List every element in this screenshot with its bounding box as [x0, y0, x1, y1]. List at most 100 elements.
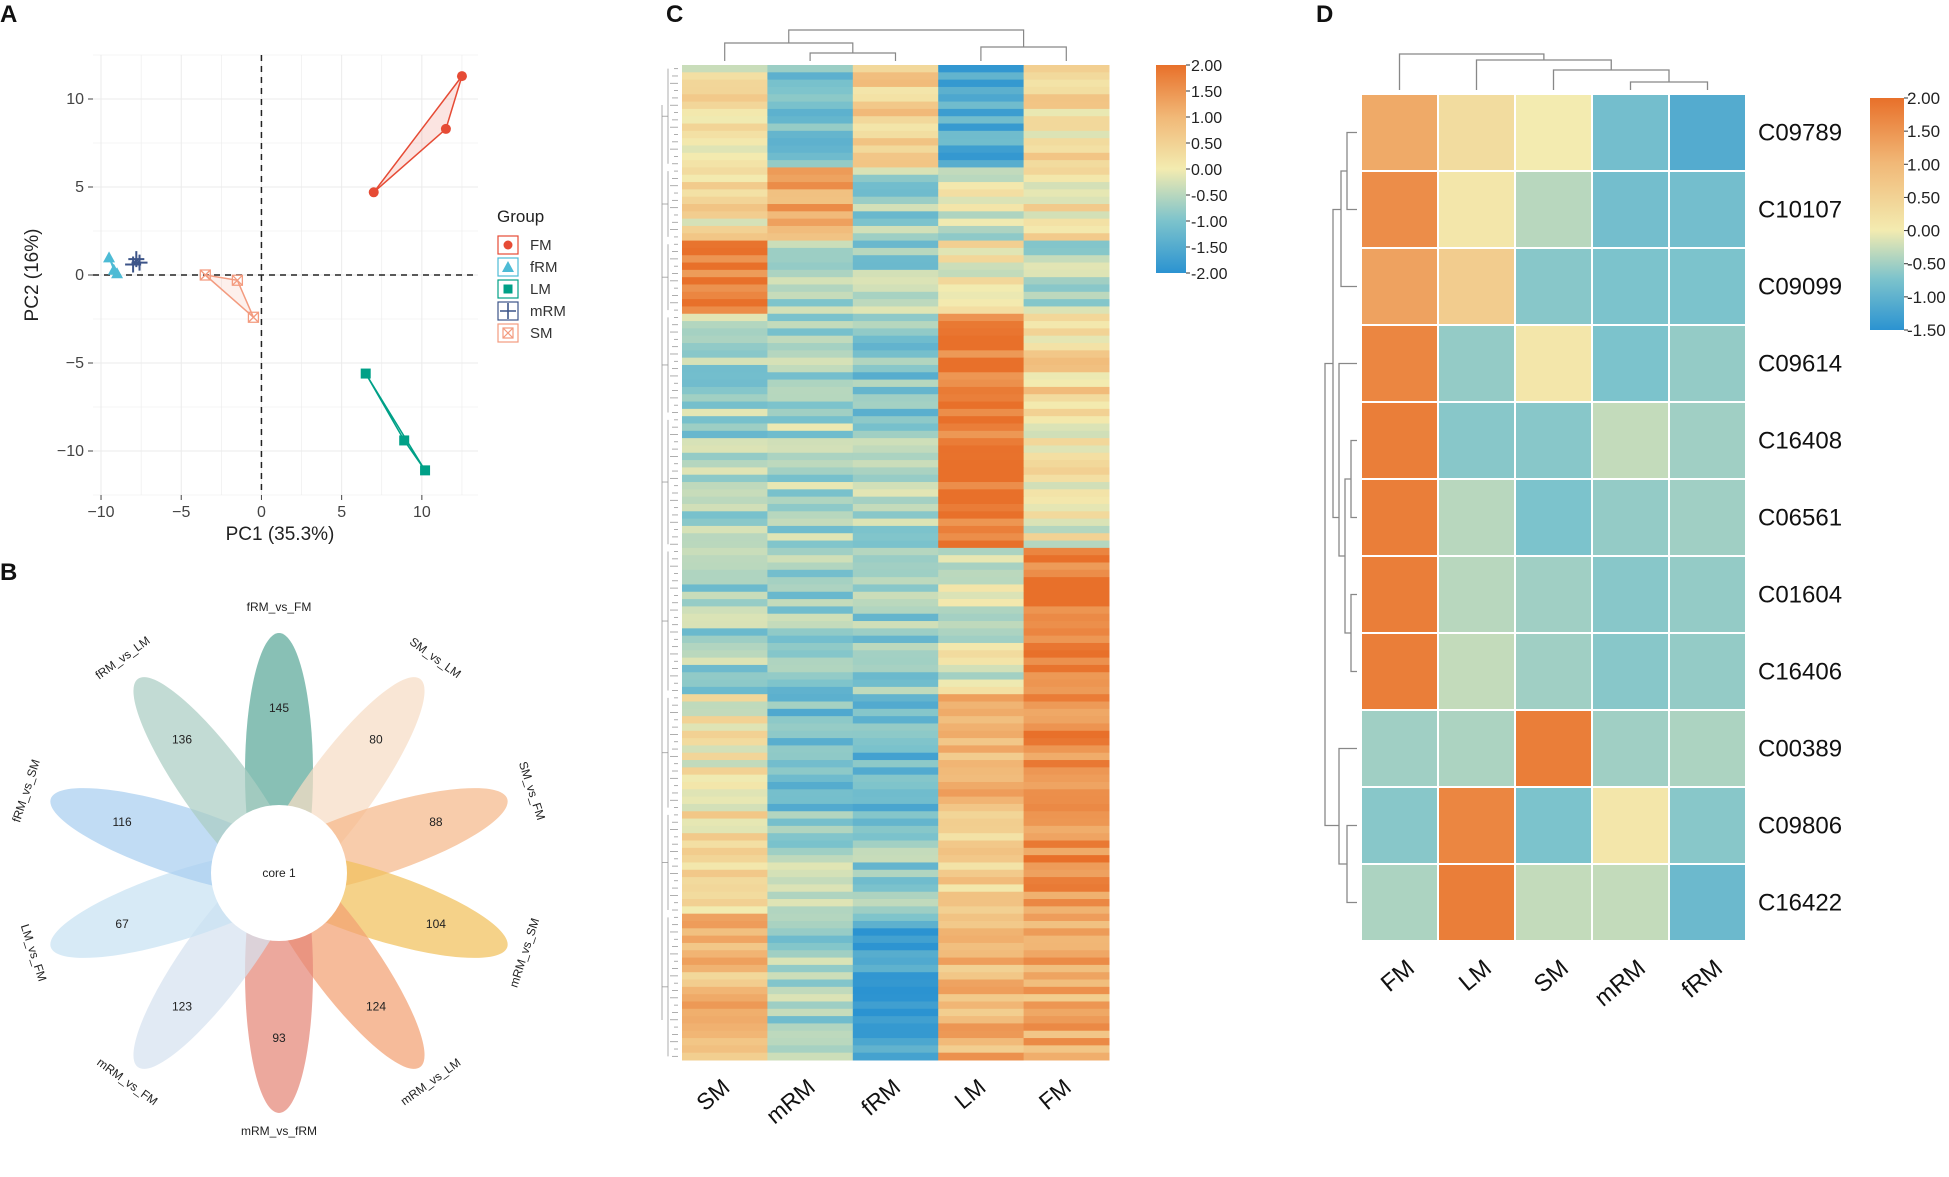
heatmap-c-cell: [938, 781, 1025, 790]
heatmap-c-cell: [682, 335, 768, 344]
heatmap-c-cell: [767, 364, 854, 373]
heatmap-c-cell: [1023, 65, 1110, 73]
heatmap-c-cell: [1023, 233, 1110, 242]
heatmap-c-cell: [852, 379, 939, 388]
pca-y-tick-label: −10: [57, 443, 84, 460]
heatmap-c-cell: [682, 628, 768, 637]
heatmap-c-cell: [852, 760, 939, 768]
heatmap-d-cell: [1437, 632, 1516, 711]
flower-petal-label: SM_vs_FM: [516, 760, 548, 822]
heatmap-c-cell: [767, 672, 854, 681]
heatmap-c-cell: [938, 869, 1025, 878]
heatmap-c-cell: [682, 518, 768, 527]
heatmap-c-cell: [938, 394, 1025, 403]
heatmap-d-cell: [1514, 93, 1593, 172]
pca-hull-fm: [373, 75, 463, 193]
heatmap-c-cell: [682, 869, 768, 878]
heatmap-c-cell: [767, 335, 854, 344]
heatmap-c-cell: [938, 708, 1025, 717]
heatmap-c-cell: [852, 635, 939, 644]
heatmap-c-cell: [938, 1030, 1025, 1039]
heatmap-d-colorbar-gradient: [1870, 98, 1904, 330]
heatmap-c-cell: [682, 1023, 768, 1032]
heatmap-c-cell: [767, 767, 854, 776]
heatmap-c-cell: [852, 167, 939, 176]
heatmap-d-cell: [1360, 709, 1439, 788]
heatmap-c-cell: [682, 72, 768, 81]
heatmap-c-cell: [852, 94, 939, 103]
heatmap-c-cell: [1023, 913, 1110, 922]
heatmap-c-cell: [767, 284, 854, 293]
pca-x-axis-title: PC1 (35.3%): [226, 524, 335, 545]
heatmap-c-cell: [682, 503, 768, 512]
heatmap-c-cell: [767, 877, 854, 885]
heatmap-c-cell: [938, 306, 1025, 315]
heatmap-c-cell: [767, 1045, 854, 1054]
heatmap-c-cell: [852, 518, 939, 527]
heatmap-c-cell: [852, 291, 939, 300]
heatmap-c-cell: [767, 986, 854, 995]
heatmap-c-cell: [1023, 306, 1110, 315]
heatmap-c-cell: [682, 167, 768, 176]
heatmap-d-cell: [1437, 401, 1516, 480]
heatmap-c-cell: [767, 716, 854, 724]
heatmap-c-cell: [938, 679, 1025, 688]
heatmap-c-column-dendrogram: [724, 29, 1067, 61]
heatmap-c-cell: [682, 138, 768, 146]
heatmap-c-cell: [938, 233, 1025, 242]
heatmap-c-cell: [767, 357, 854, 366]
heatmap-c-cell: [767, 299, 854, 307]
pca-point-lm: [420, 465, 431, 476]
heatmap-c-cell: [852, 438, 939, 446]
heatmap-c-cell: [682, 752, 768, 761]
heatmap-c-cell: [1023, 343, 1110, 351]
heatmap-c-cell: [852, 225, 939, 234]
heatmap-c-cell: [852, 386, 939, 395]
heatmap-c-cell: [852, 189, 939, 198]
heatmap-c-cell: [682, 372, 768, 381]
heatmap-c-cell: [852, 745, 939, 754]
heatmap-d-cell: [1591, 170, 1670, 249]
heatmap-c-cell: [938, 511, 1025, 520]
heatmap-c-cell: [938, 1038, 1025, 1046]
heatmap-d-column-label: LM: [1454, 955, 1497, 997]
heatmap-c-cell: [682, 577, 768, 585]
heatmap-c-cell: [1023, 174, 1110, 183]
heatmap-c-cell: [767, 869, 854, 878]
heatmap-c-cell: [1023, 372, 1110, 381]
heatmap-c-cell: [852, 752, 939, 761]
heatmap-c-cell: [938, 621, 1025, 629]
heatmap-c-cell: [682, 533, 768, 542]
heatmap-c-cell: [682, 225, 768, 234]
heatmap-d-cell: [1514, 247, 1593, 326]
legend-label-fm: FM: [530, 237, 552, 254]
heatmap-c-cell: [852, 321, 939, 329]
heatmap-c-cell: [767, 72, 854, 81]
heatmap-c-cell: [938, 920, 1025, 929]
heatmap-c-cell: [852, 928, 939, 937]
heatmap-c-cell: [767, 701, 854, 710]
heatmap-c-cell: [852, 145, 939, 154]
heatmap-c-cell: [852, 869, 939, 878]
heatmap-c-cell: [938, 277, 1025, 285]
flower-core: [211, 805, 347, 941]
heatmap-d-cell: [1360, 478, 1439, 557]
heatmap-c-cell: [938, 438, 1025, 446]
heatmap-c-cell: [938, 994, 1025, 1002]
heatmap-d-cell: [1668, 478, 1747, 557]
heatmap-c-cell: [682, 1001, 768, 1010]
heatmap-c-cell: [938, 518, 1025, 527]
heatmap-c-cell: [852, 584, 939, 593]
legend-symbol-mrm: [500, 303, 516, 319]
heatmap-c-cell: [938, 255, 1025, 264]
heatmap-c-cell: [767, 825, 854, 834]
heatmap-d-cell: [1591, 632, 1670, 711]
heatmap-c-cell: [767, 189, 854, 198]
heatmap-d-row-branch: [1340, 170, 1357, 288]
heatmap-c-cell: [852, 606, 939, 615]
heatmap-c-cell: [767, 225, 854, 234]
heatmap-c-cell: [938, 1001, 1025, 1010]
heatmap-c-cell: [682, 189, 768, 198]
heatmap-c-cell: [1023, 225, 1110, 234]
